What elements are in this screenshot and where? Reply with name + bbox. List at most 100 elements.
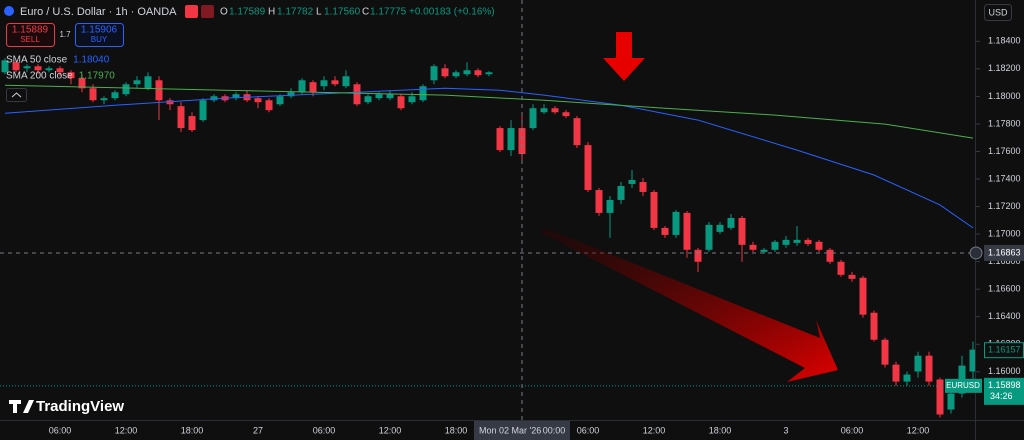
candle-body [12, 62, 20, 71]
x-tick-label: 12:00 [907, 425, 930, 435]
candle-body [100, 98, 108, 101]
candle-body [155, 80, 163, 101]
candle-body [518, 128, 526, 155]
candle-body [595, 190, 603, 213]
collapse-button[interactable] [6, 88, 27, 102]
candle-body [133, 80, 141, 85]
candle-body [782, 239, 790, 245]
candle-body [870, 312, 878, 340]
candle-body [705, 224, 713, 250]
price-axis [975, 0, 1024, 440]
collapse-icon[interactable] [11, 92, 22, 98]
x-tick-label: 27 [253, 425, 263, 435]
candle-body [386, 94, 394, 99]
candle-body [210, 96, 218, 101]
candle-body [364, 96, 372, 103]
candle-body [89, 88, 97, 101]
sma-line [4, 84, 974, 139]
x-tick-label: 12:00 [643, 425, 666, 435]
currency[interactable]: USD [988, 7, 1008, 17]
candle-body [485, 72, 493, 75]
y-tick-label: 1.17800 [988, 118, 1021, 128]
sell-button[interactable] [6, 23, 55, 47]
last-price-box [984, 377, 1024, 405]
candle-body [496, 128, 504, 151]
candle-body [375, 94, 383, 99]
candle-body [584, 145, 592, 191]
logo-icon [9, 400, 34, 413]
x-tick-label: 3 [783, 425, 788, 435]
ohlc-label: H [268, 7, 275, 18]
buy-label[interactable]: BUY [91, 35, 108, 44]
symbol-title: Euro / U.S. Dollar · 1h · OANDA [20, 6, 177, 18]
ohlc-change: +0.00183 (+0.16%) [409, 7, 495, 18]
x-tick-label: 18:00 [181, 425, 204, 435]
ohlc-value: 1.17782 [277, 7, 314, 18]
countdown: 34:26 [990, 391, 1013, 401]
sell-label[interactable]: SELL [20, 35, 40, 44]
candle-body [562, 112, 570, 117]
crosshair-date: Mon 02 Mar '26 [479, 425, 541, 435]
y-tick-label: 1.16800 [988, 256, 1021, 266]
candle-body [947, 393, 955, 410]
candle-body [672, 211, 680, 235]
crosshair-time-box [474, 421, 570, 440]
legend-value: 1.18040 [73, 55, 110, 66]
candle-body [441, 68, 449, 77]
crosshair-time: 00:00 [543, 425, 566, 435]
candle-body [56, 68, 64, 73]
sell-price[interactable]: 1.15889 [12, 25, 49, 36]
buy-price[interactable]: 1.15906 [81, 25, 118, 36]
x-tick-label: 06:00 [841, 425, 864, 435]
x-tick-label: 12:00 [115, 425, 138, 435]
candle-body [848, 274, 856, 279]
status-icon [185, 5, 198, 18]
candle-body [628, 179, 636, 184]
axes: 1.160001.162001.164001.166001.168001.170… [49, 36, 1024, 440]
candle-body [551, 108, 559, 113]
candle-body [342, 76, 350, 87]
spread: 1.7 [59, 30, 71, 39]
ohlc-value: 1.17775 [370, 7, 407, 18]
candle-body [122, 84, 130, 95]
currency-button[interactable] [984, 4, 1012, 21]
y-tick-label: 1.16000 [988, 366, 1021, 376]
candle-body [683, 212, 691, 250]
candle-body [23, 66, 31, 69]
candle-body [331, 80, 339, 85]
candle-body [804, 239, 812, 244]
x-tick-label: 18:00 [709, 425, 732, 435]
candle-body [694, 249, 702, 262]
candle-body [903, 374, 911, 382]
candle-body [397, 96, 405, 109]
crosshair-price-box [984, 244, 1024, 261]
candle-body [716, 224, 724, 232]
last-price-label: 1.15898 [988, 380, 1021, 390]
ohlc-value: 1.17589 [229, 7, 266, 18]
y-tick-label: 1.17400 [988, 173, 1021, 183]
ohlc-value: 1.17560 [324, 7, 361, 18]
candle-body [727, 217, 735, 228]
legend-name: SMA 50 close [6, 55, 68, 66]
candle-body [749, 244, 757, 250]
candle-body [815, 241, 823, 250]
legend-value: 1.17970 [79, 71, 116, 82]
candle-body [573, 118, 581, 146]
ohlc-label: L [316, 7, 322, 18]
candle-body [199, 100, 207, 121]
candle-body [177, 106, 185, 129]
y-tick-label: 1.18200 [988, 63, 1021, 73]
crosshair-price: 1.16863 [988, 247, 1021, 257]
candle-body [452, 72, 460, 77]
candle-body [859, 277, 867, 315]
candle-body [936, 379, 944, 415]
buy-button[interactable] [75, 23, 124, 47]
candle-body [166, 100, 174, 105]
candle-body [353, 84, 361, 105]
candle-body [914, 355, 922, 372]
candle-body [419, 86, 427, 101]
y-tick-label: 1.17000 [988, 228, 1021, 238]
y-tick-label: 1.17600 [988, 146, 1021, 156]
